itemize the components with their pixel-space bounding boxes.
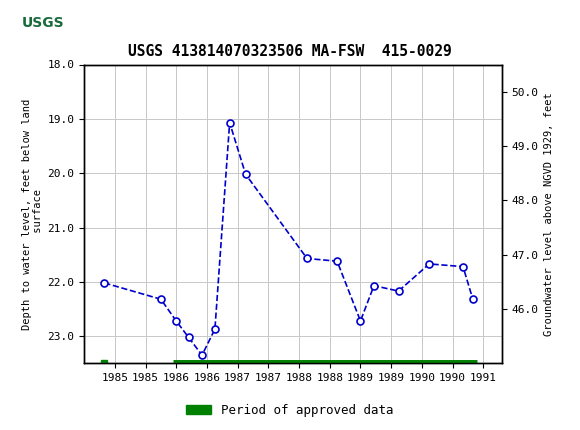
Y-axis label: Depth to water level, feet below land
 surface: Depth to water level, feet below land su… xyxy=(21,98,44,329)
Y-axis label: Groundwater level above NGVD 1929, feet: Groundwater level above NGVD 1929, feet xyxy=(544,92,554,336)
Text: USGS: USGS xyxy=(22,15,65,30)
FancyBboxPatch shape xyxy=(6,3,81,42)
Text: USGS 413814070323506 MA-FSW  415-0029: USGS 413814070323506 MA-FSW 415-0029 xyxy=(128,44,452,59)
Legend: Period of approved data: Period of approved data xyxy=(181,399,399,421)
